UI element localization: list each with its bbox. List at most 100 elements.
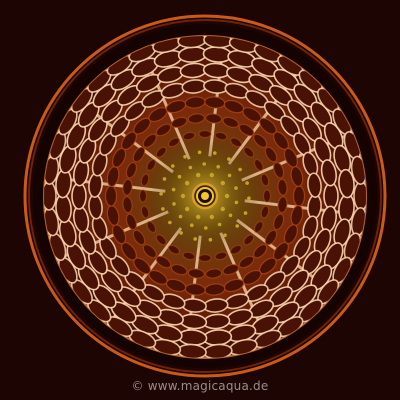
pattern-cell <box>253 244 268 259</box>
pattern-cell <box>146 158 157 172</box>
outer-rim-inner <box>28 19 382 373</box>
pattern-cell <box>260 205 270 219</box>
pattern-cell <box>277 196 288 214</box>
center-dot <box>197 150 202 155</box>
pattern-cell <box>146 220 157 234</box>
pattern-cell <box>138 189 148 203</box>
pattern-cell <box>292 185 306 207</box>
pattern-cell <box>260 173 270 187</box>
center-dot <box>209 214 214 220</box>
pattern-cell <box>104 185 118 207</box>
center-dot <box>247 196 251 200</box>
pattern-cell <box>155 234 167 246</box>
cymatic-pattern <box>44 36 366 358</box>
pattern-cell <box>182 251 196 261</box>
center-dot <box>216 165 220 169</box>
pattern-cell <box>229 137 243 148</box>
center-dot <box>204 226 208 230</box>
pattern-cell <box>205 268 223 279</box>
center-dot <box>193 237 197 241</box>
pattern-cell <box>155 146 167 158</box>
pattern-cell <box>122 178 133 196</box>
center-dot <box>159 192 163 196</box>
pattern-cell <box>307 172 322 198</box>
center-dot <box>234 186 238 190</box>
pattern-cell <box>142 244 157 259</box>
watermark-text: © www.magicaqua.de <box>131 379 269 393</box>
center-dot <box>220 180 225 186</box>
pattern-cell <box>71 182 87 210</box>
outer-rim <box>23 14 387 378</box>
center-dot <box>179 231 183 235</box>
center-dot <box>185 206 190 212</box>
center-dot <box>185 180 190 186</box>
center-dot <box>223 233 227 237</box>
pattern-cell <box>187 268 205 279</box>
pattern-cell <box>277 178 288 196</box>
center-dot <box>245 181 249 185</box>
center-dot <box>235 224 239 228</box>
pattern-cell <box>229 244 243 255</box>
pattern-cell <box>122 196 133 214</box>
center-dot <box>227 173 232 178</box>
pattern-cell <box>290 166 304 187</box>
pattern-cell <box>253 220 264 234</box>
center-dot <box>213 151 217 155</box>
center-dot <box>168 220 172 225</box>
center-dot <box>171 164 175 168</box>
center-dot <box>224 193 230 199</box>
pattern-cell <box>264 229 278 246</box>
center-dot <box>220 206 225 212</box>
center-dot <box>196 214 201 220</box>
center-dot <box>162 177 167 181</box>
center-dot <box>243 211 248 215</box>
center-dot <box>161 207 165 211</box>
center-dot <box>202 162 206 166</box>
pattern-cell <box>238 255 255 269</box>
pattern-cell <box>272 213 285 231</box>
pattern-cell <box>170 263 188 276</box>
pattern-cell <box>338 168 355 199</box>
pattern-cell <box>170 116 188 129</box>
pattern-cell <box>214 251 228 261</box>
center-dot <box>238 167 242 172</box>
pattern-cell <box>214 131 228 141</box>
pattern-cell <box>253 158 264 172</box>
pattern-cell <box>155 123 172 137</box>
pattern-cell <box>243 234 255 246</box>
pattern-cell <box>222 263 240 276</box>
pattern-cell <box>167 244 181 255</box>
center-dot <box>208 237 213 242</box>
center-dot <box>178 214 183 219</box>
pattern-cell <box>243 146 255 158</box>
pattern-cell <box>125 213 138 231</box>
pattern-cell <box>132 229 146 246</box>
center-dot <box>228 213 233 218</box>
pattern-cell <box>142 133 157 148</box>
pattern-cell <box>253 133 268 148</box>
center-dot <box>217 222 222 227</box>
pattern-cell <box>320 159 337 187</box>
pattern-cell <box>132 146 146 163</box>
pattern-cell <box>167 137 181 148</box>
pattern-cell <box>198 253 212 263</box>
pattern-cell <box>264 146 278 163</box>
pattern-cell <box>155 255 172 269</box>
pattern-cell <box>182 131 196 141</box>
center-dot <box>190 223 194 227</box>
pattern-cell <box>140 173 150 187</box>
pattern-cell <box>187 113 205 124</box>
pattern-cell <box>125 161 138 179</box>
pattern-cell <box>238 123 255 137</box>
pattern-cell <box>140 205 150 219</box>
center-dot <box>171 187 176 192</box>
center-dot <box>183 155 187 159</box>
pattern-cell <box>198 129 212 139</box>
center-dots <box>159 150 251 242</box>
center-dot <box>227 157 231 161</box>
pattern-cell <box>323 182 339 210</box>
pattern-cell <box>222 116 240 129</box>
center-dot <box>196 172 201 178</box>
center-dot <box>234 200 239 205</box>
